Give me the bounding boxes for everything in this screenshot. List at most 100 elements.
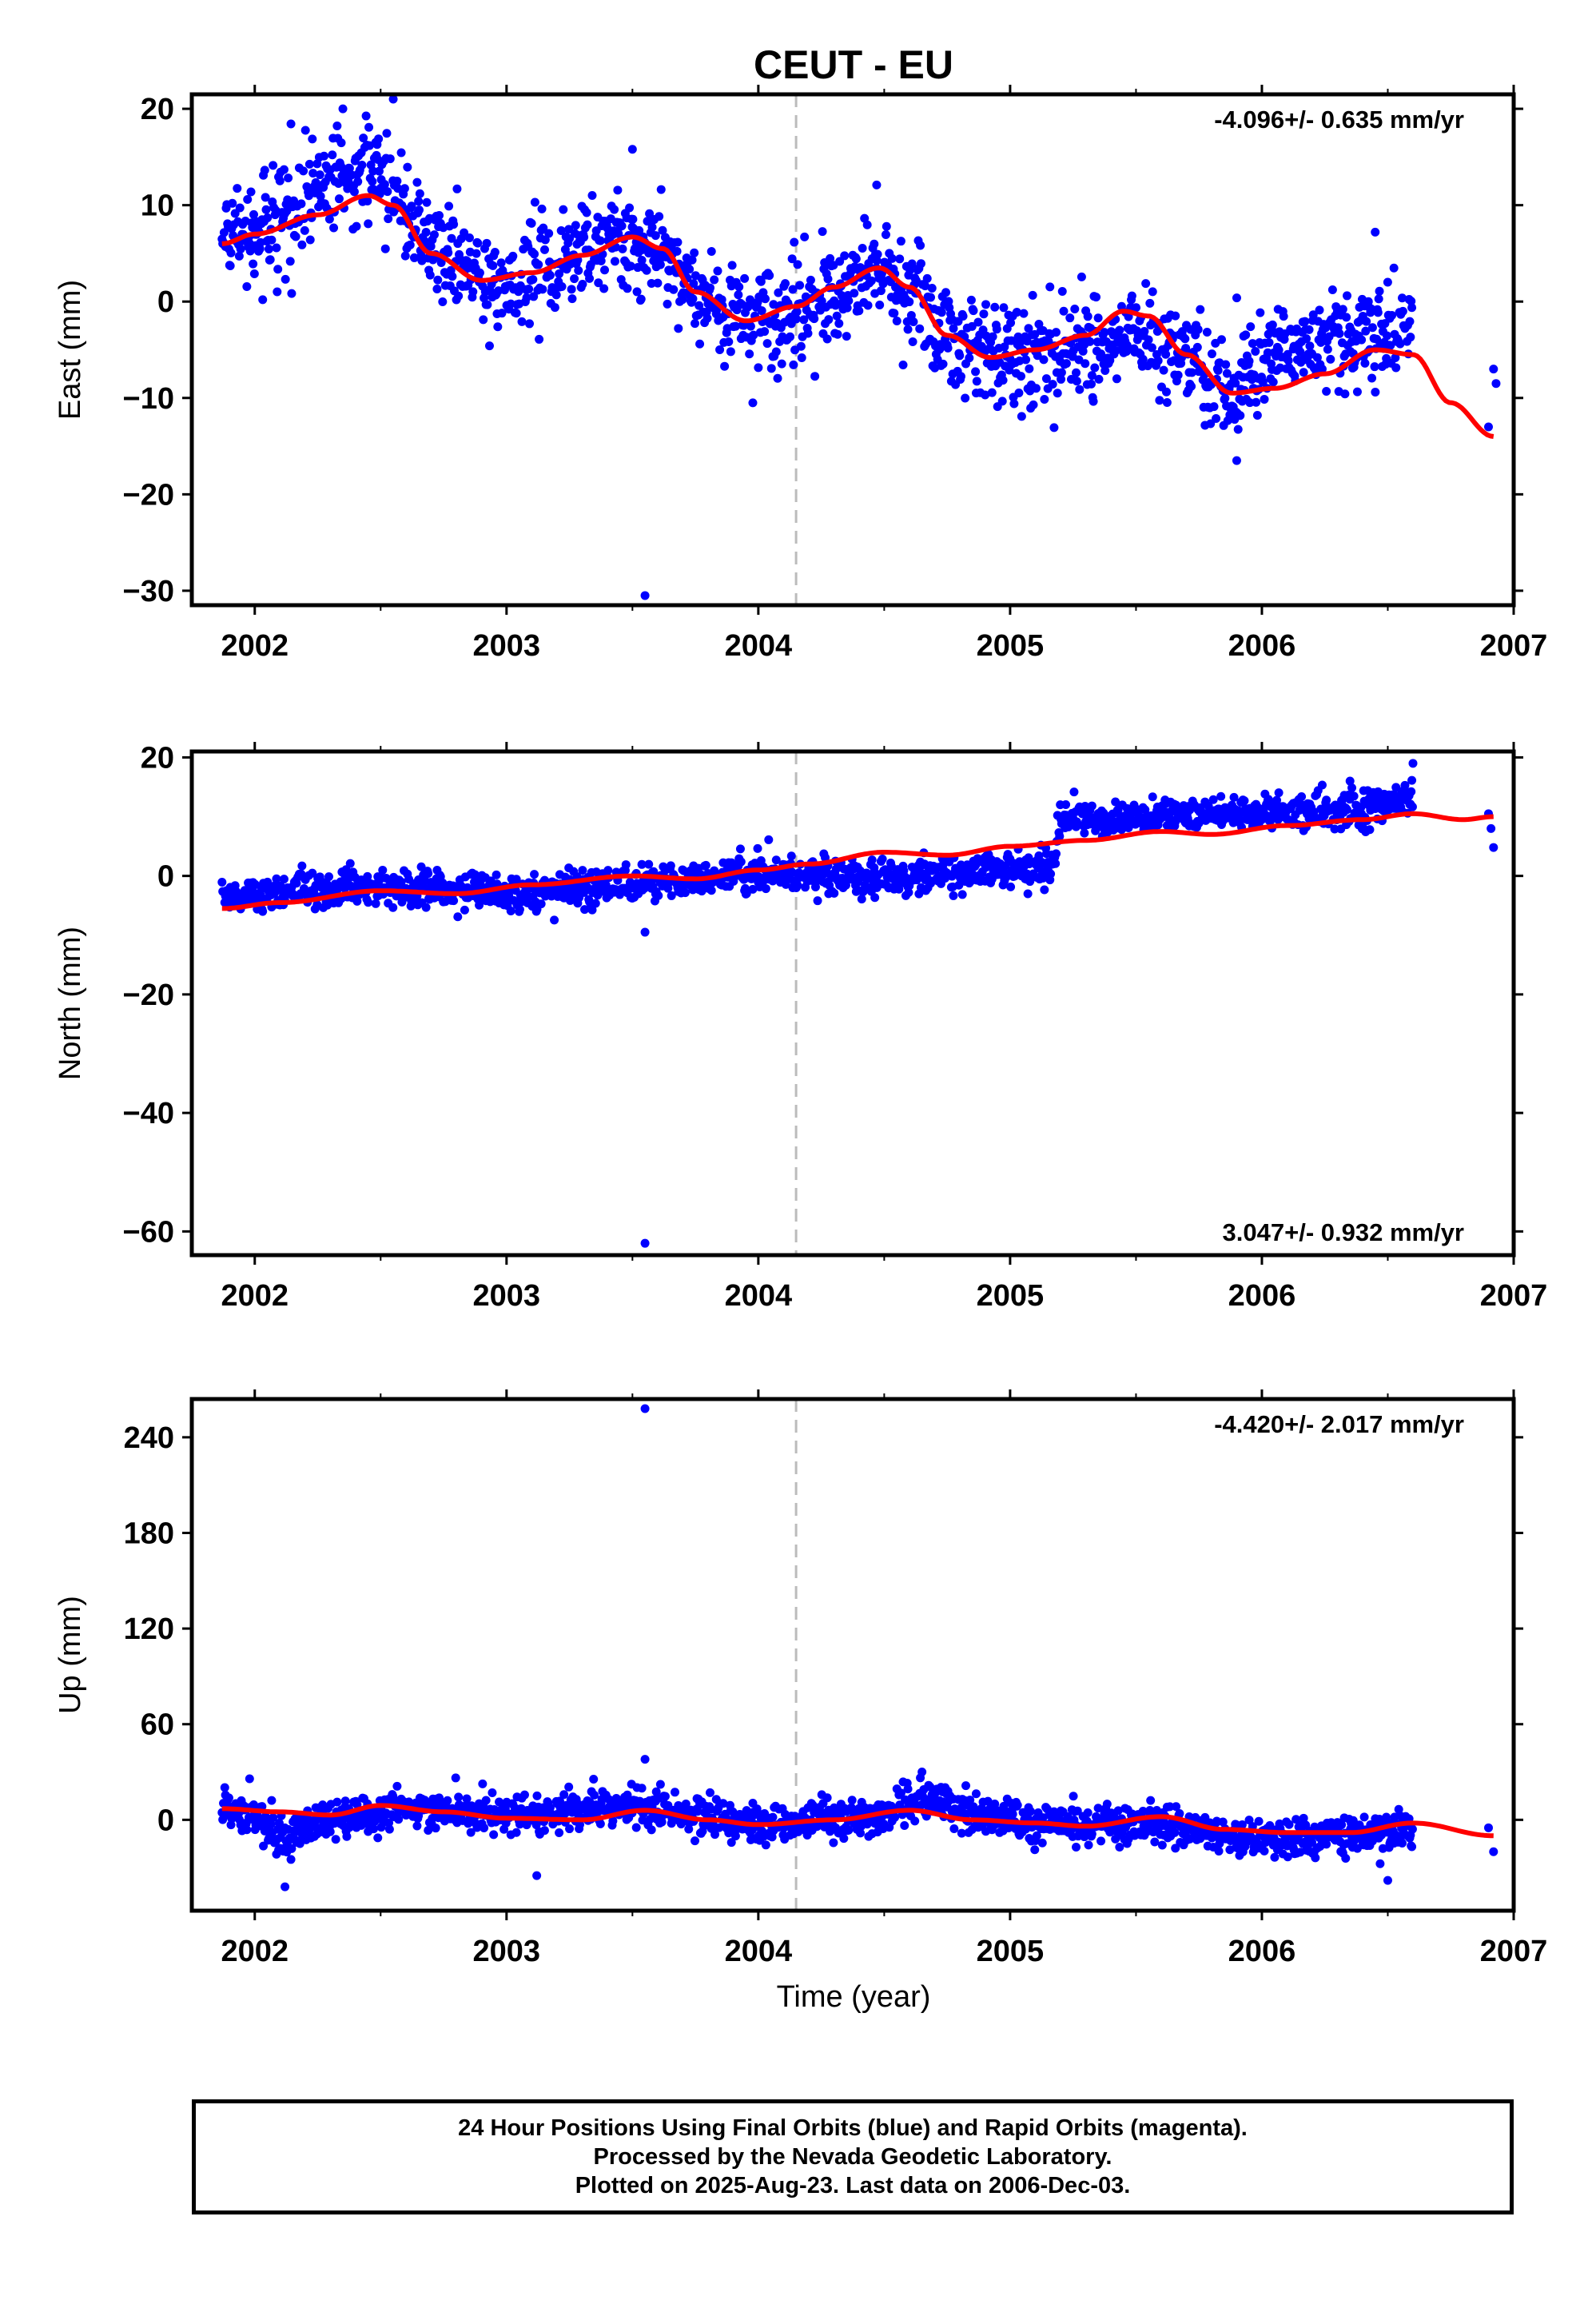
- data-point: [1025, 364, 1034, 373]
- data-point: [764, 835, 774, 844]
- data-point: [1299, 1813, 1308, 1823]
- data-point: [786, 851, 796, 861]
- data-point: [1112, 346, 1121, 356]
- data-point: [1028, 290, 1037, 300]
- data-point: [479, 315, 488, 325]
- data-point: [908, 337, 917, 346]
- data-point: [850, 289, 859, 298]
- trend-line: [221, 811, 1494, 911]
- data-point: [259, 1841, 269, 1851]
- x-tick-label: 2005: [977, 1279, 1045, 1313]
- data-point: [1359, 1812, 1369, 1822]
- data-point: [540, 891, 550, 901]
- data-point: [424, 1826, 433, 1836]
- data-point: [1232, 456, 1241, 465]
- data-point: [829, 1838, 838, 1848]
- data-point: [585, 273, 595, 283]
- data-point: [608, 1816, 618, 1826]
- data-point: [1087, 801, 1097, 811]
- data-point: [876, 286, 886, 296]
- data-point: [810, 314, 819, 324]
- data-point: [451, 1773, 460, 1783]
- data-point: [1244, 1816, 1254, 1825]
- data-point: [578, 279, 587, 289]
- data-point: [673, 237, 683, 247]
- data-point: [839, 1834, 849, 1844]
- data-point: [921, 281, 930, 291]
- data-point: [245, 1774, 254, 1784]
- data-point: [640, 927, 650, 937]
- data-point: [927, 284, 937, 293]
- data-point: [385, 154, 395, 164]
- data-point: [788, 285, 798, 294]
- data-point: [840, 251, 850, 261]
- data-point: [1202, 328, 1212, 337]
- data-point: [728, 1807, 738, 1816]
- data-point: [462, 1794, 472, 1804]
- y-tick-label: 0: [157, 1804, 174, 1837]
- data-point: [1347, 783, 1357, 793]
- data-point: [1322, 795, 1331, 805]
- data-point: [736, 857, 746, 867]
- data-point: [242, 1825, 252, 1835]
- data-point: [1373, 308, 1383, 317]
- data-point: [1065, 313, 1075, 323]
- trend-line: [221, 1803, 1494, 1839]
- data-point: [272, 243, 281, 253]
- data-point: [862, 220, 872, 229]
- data-point: [1041, 374, 1051, 384]
- data-point: [328, 150, 337, 160]
- data-point: [925, 1782, 935, 1792]
- data-point: [304, 159, 314, 169]
- data-point: [1180, 334, 1190, 344]
- data-point: [762, 339, 772, 349]
- data-point: [1083, 312, 1093, 321]
- data-point: [1254, 1816, 1264, 1826]
- data-point: [279, 875, 289, 884]
- data-point: [1033, 351, 1042, 361]
- data-point: [830, 888, 839, 898]
- data-point: [1349, 791, 1359, 801]
- data-point: [1233, 425, 1243, 434]
- data-point: [528, 275, 538, 285]
- data-point: [1196, 305, 1205, 314]
- data-point: [1407, 1824, 1417, 1834]
- data-point: [426, 241, 436, 251]
- data-point: [909, 317, 918, 326]
- data-point: [567, 285, 576, 294]
- data-point: [644, 859, 654, 869]
- data-point: [392, 1781, 402, 1791]
- plot-frame: [189, 749, 1516, 1258]
- data-point: [1268, 320, 1277, 329]
- data-point: [1075, 385, 1085, 394]
- x-tick-label: 2004: [725, 1279, 793, 1313]
- data-point: [235, 203, 245, 213]
- data-point: [228, 198, 237, 208]
- data-point: [291, 232, 300, 241]
- data-point: [643, 217, 652, 226]
- data-point: [511, 309, 521, 318]
- data-point: [748, 884, 758, 894]
- data-point: [297, 199, 306, 209]
- data-point: [753, 843, 762, 853]
- x-tick-label: 2007: [1480, 1279, 1548, 1313]
- data-point: [1237, 1820, 1247, 1830]
- data-point: [760, 294, 770, 304]
- data-point: [1407, 775, 1417, 785]
- data-point: [530, 197, 539, 207]
- data-point: [242, 282, 252, 292]
- data-point: [1252, 397, 1261, 407]
- data-point: [1170, 1828, 1180, 1837]
- x-tick-label: 2002: [221, 1935, 289, 1968]
- data-point: [794, 1827, 803, 1836]
- data-point: [621, 860, 631, 870]
- data-point: [1371, 227, 1380, 237]
- y-tick-label: 0: [157, 860, 174, 894]
- data-point: [754, 363, 763, 373]
- data-point: [972, 377, 981, 386]
- data-point: [688, 294, 698, 304]
- data-point: [1244, 357, 1254, 366]
- data-point: [981, 390, 990, 400]
- data-point: [669, 285, 679, 294]
- data-point: [579, 233, 589, 242]
